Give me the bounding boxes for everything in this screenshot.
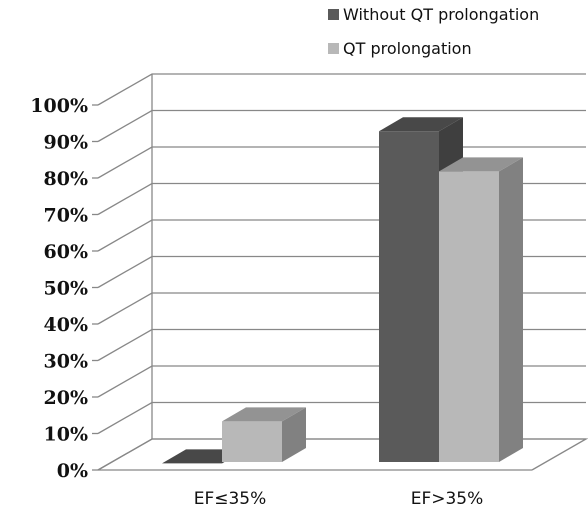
bar-top (439, 157, 523, 172)
y-tick-label: 100% (30, 95, 88, 117)
y-tick-label: 70% (44, 205, 89, 227)
legend: Without QT prolongation QT prolongation (328, 5, 539, 58)
bar-top (222, 407, 306, 422)
y-tick-label: 10% (44, 424, 89, 446)
bars (162, 117, 523, 464)
x-tick-label: EF≤35% (194, 489, 267, 509)
x-tick-label: EF>35% (411, 489, 484, 509)
y-tick-label: 20% (44, 387, 89, 409)
bar-side (499, 157, 523, 462)
gridline (97, 109, 586, 143)
y-tick-label: 60% (44, 241, 89, 263)
y-tick-label: 40% (44, 314, 89, 336)
gridline (97, 73, 586, 106)
x-axis-tick-labels: EF≤35% EF>35% (194, 489, 484, 509)
legend-swatch (328, 9, 339, 20)
bar-front (379, 131, 439, 462)
bar-top (379, 117, 463, 132)
y-tick-label: 50% (44, 278, 89, 300)
bar (222, 407, 306, 462)
bar-front (439, 171, 499, 462)
bar-front (222, 421, 282, 462)
y-axis-tick-labels: 0% 10% 20% 30% 40% 50% 60% 70% 80% 90% 100% (30, 95, 88, 482)
y-tick-label: 30% (44, 351, 89, 373)
y-tick-label: 80% (44, 168, 89, 190)
legend-label: Without QT prolongation (343, 5, 539, 24)
bar (439, 157, 523, 462)
bar-side (282, 407, 306, 462)
legend-swatch (328, 43, 339, 54)
legend-label: QT prolongation (343, 39, 472, 58)
y-tick-label: 90% (44, 132, 89, 154)
y-tick-label: 0% (57, 460, 88, 482)
